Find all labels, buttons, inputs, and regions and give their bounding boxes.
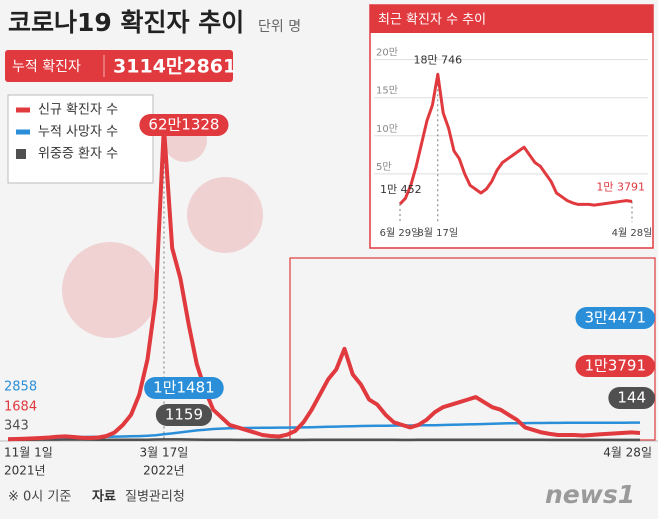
value-label-pill	[139, 114, 229, 136]
value-label: 1만1481	[153, 379, 215, 397]
series-line	[7, 124, 641, 442]
y-tick-label: 15만	[376, 85, 398, 97]
y-tick-label: 20만	[376, 47, 398, 59]
logo: news1	[545, 480, 635, 509]
series-line	[8, 438, 640, 442]
virus	[62, 242, 158, 338]
x-tick-label: 3월 17일	[140, 446, 189, 460]
value-label: 3만4471	[584, 309, 646, 327]
legend-label: 위중증 환자 수	[38, 147, 118, 162]
inset-header	[370, 5, 653, 33]
inset-box	[369, 4, 654, 249]
value-label: 1159	[165, 406, 203, 424]
value-label: 62만1328	[148, 116, 219, 134]
x-tick-label: 8월 17일	[417, 227, 458, 239]
y-tick-label: 5만	[376, 161, 392, 173]
legend-marker	[16, 107, 30, 113]
series-line	[7, 421, 640, 440]
y-tick-label: 10만	[376, 123, 398, 135]
x-tick-label: 4월 28일	[603, 446, 652, 460]
virus	[187, 177, 263, 253]
value-label: 1만 3791	[596, 180, 645, 193]
source-label: 자료	[92, 490, 116, 505]
value-label-pill	[575, 355, 655, 377]
value-label: 18만 746	[413, 53, 462, 66]
value-label-pill	[608, 387, 655, 409]
x-sublabel: 2021년	[4, 464, 46, 478]
x-tick-label: 4월 28일	[612, 227, 653, 239]
footer-note: ※ 0시 기준	[8, 490, 71, 505]
virus-decoration	[62, 118, 263, 338]
value-label: 2858	[4, 380, 37, 395]
unit: 단위 명	[258, 19, 301, 35]
cumulative-value: 3114만2861	[113, 56, 236, 78]
value-label-pill	[144, 377, 224, 399]
legend-marker	[16, 129, 30, 135]
title: 코로나19 확진자 추이	[8, 8, 244, 37]
legend-label: 신규 확진자 수	[38, 103, 118, 118]
cumulative-box	[5, 50, 233, 82]
inset-title: 최근 확진자 수 추이	[378, 13, 486, 28]
value-label: 1684	[4, 400, 37, 415]
value-label: 144	[617, 389, 646, 407]
x-tick-label: 11월 1일	[4, 446, 53, 460]
source: 질병관리청	[125, 490, 185, 505]
legend-marker	[16, 149, 26, 159]
x-sublabel: 2022년	[143, 464, 185, 478]
value-label: 1만 452	[380, 183, 422, 196]
legend-label: 누적 사망자 수	[38, 125, 118, 140]
series-line	[398, 72, 633, 207]
value-label: 1만3791	[584, 357, 646, 375]
value-label: 343	[4, 419, 29, 434]
cumulative-label: 누적 확진자	[12, 59, 81, 75]
value-label-pill	[155, 404, 213, 426]
value-label-pill	[575, 307, 655, 329]
legend-box	[7, 94, 154, 184]
x-tick-label: 6월 29일	[380, 227, 421, 239]
